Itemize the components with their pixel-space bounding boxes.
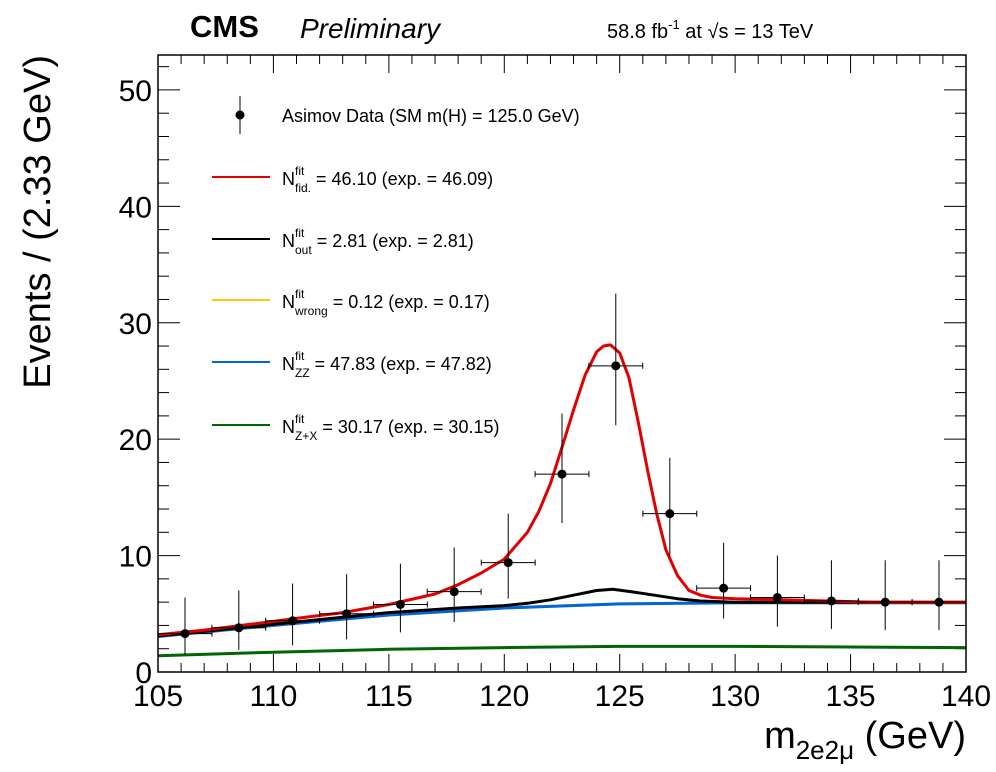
- data-point-marker: [934, 597, 944, 607]
- axis-ticks: [157, 55, 967, 673]
- y-tick-label: 10: [119, 541, 152, 574]
- legend-entry-zz: Nfit ZZ = 47.83 (exp. = 47.82): [212, 349, 492, 380]
- legend-label-sub: fid.: [295, 181, 311, 195]
- x-tick-label: 110: [250, 680, 298, 713]
- curve-fid: [157, 343, 966, 637]
- legend-label-value: = 30.17 (exp. = 30.15): [317, 417, 499, 437]
- x-tick-label: 120: [479, 680, 529, 713]
- legend-entry-fid: Nfit fid. = 46.10 (exp. = 46.09): [212, 164, 493, 195]
- data-point-marker: [503, 558, 513, 568]
- legend-label-n: N: [282, 292, 295, 312]
- data-point-marker: [611, 361, 621, 371]
- x-tick-label: 125: [595, 680, 645, 713]
- legend-label-n: N: [282, 169, 295, 189]
- data-point: [480, 513, 536, 599]
- data-point: [372, 563, 428, 633]
- plot-frame: [157, 54, 967, 673]
- legend-entry-wrong: Nfit wrong = 0.12 (exp. = 0.17): [212, 287, 490, 318]
- lumi-value: 58.8 fb: [607, 21, 668, 43]
- legend-label-zz: Nfit ZZ = 47.83 (exp. = 47.82): [282, 349, 492, 380]
- x-tick-label: 115: [365, 680, 413, 713]
- x-tick-label: 140: [941, 680, 991, 713]
- data-point-marker: [342, 609, 352, 619]
- legend-label-sub: Z+X: [295, 429, 317, 443]
- status-label: Preliminary: [300, 13, 442, 44]
- data-point: [911, 560, 967, 631]
- legend-label-zx: Nfit Z+X = 30.17 (exp. = 30.15): [282, 412, 499, 443]
- legend-label-wrong: Nfit wrong = 0.12 (exp. = 0.17): [282, 287, 490, 318]
- data-point: [857, 560, 913, 631]
- y-tick-label: 0: [135, 657, 152, 690]
- x-tick-label: 105: [133, 680, 183, 713]
- legend-label-value: = 46.10 (exp. = 46.09): [311, 169, 493, 189]
- data-point: [211, 590, 267, 650]
- data-point: [426, 547, 482, 622]
- data-point-marker: [557, 469, 567, 479]
- legend-marker-point: [235, 110, 245, 120]
- legend-label-value: = 2.81 (exp. = 2.81): [312, 231, 474, 251]
- legend-label-sub: ZZ: [295, 366, 310, 380]
- experiment-label: CMS: [190, 9, 259, 44]
- legend-label-value: = 0.12 (exp. = 0.17): [328, 292, 490, 312]
- x-axis-title-sub: 2e2μ: [796, 735, 854, 765]
- curve-zx: [157, 644, 967, 658]
- data-point-marker: [826, 596, 836, 606]
- legend-label-n: N: [282, 417, 295, 437]
- legend-entry-data: Asimov Data (SM m(H) = 125.0 GeV): [235, 96, 580, 134]
- data-point: [265, 583, 321, 646]
- legend-label-sup: fit: [295, 412, 305, 426]
- data-point: [534, 413, 590, 523]
- data-points: [157, 293, 967, 655]
- data-point-marker: [449, 587, 459, 597]
- legend-label-sub: wrong: [294, 304, 328, 318]
- data-point-marker: [772, 592, 782, 602]
- legend-label-fid: Nfit fid. = 46.10 (exp. = 46.09): [282, 164, 493, 195]
- x-tick-label: 130: [710, 680, 760, 713]
- legend-label-n: N: [282, 354, 295, 374]
- y-tick-label: 50: [119, 75, 152, 108]
- legend-label-data: Asimov Data (SM m(H) = 125.0 GeV): [282, 106, 580, 126]
- data-point: [696, 542, 752, 619]
- x-axis-title: m2e2μ (GeV): [764, 715, 966, 765]
- y-tick-label: 20: [119, 424, 152, 457]
- legend-label-sup: fit: [295, 287, 305, 301]
- x-axis-title-unit: (GeV): [854, 715, 966, 757]
- data-point: [749, 555, 805, 627]
- legend-entry-out: Nfit out = 2.81 (exp. = 2.81): [212, 226, 474, 257]
- lumi-label: 58.8 fb-1 at √s = 13 TeV: [607, 17, 814, 43]
- legend-label-sup: fit: [295, 349, 305, 363]
- tick-labels: 105 110 115 120 125 130 135 140 0 10 20 30 40 50: [119, 75, 991, 713]
- sqrt-s: √s: [708, 21, 729, 43]
- y-tick-label: 30: [119, 308, 152, 341]
- energy-value: = 13 TeV: [729, 21, 814, 43]
- x-tick-label: 135: [826, 680, 876, 713]
- data-point: [157, 597, 213, 655]
- legend-label-sup: fit: [295, 226, 305, 240]
- y-tick-label: 40: [119, 191, 152, 224]
- data-point: [588, 293, 644, 426]
- data-point-marker: [234, 623, 244, 633]
- lumi-exponent: -1: [668, 17, 680, 32]
- data-point: [642, 457, 698, 557]
- legend-label-sub: out: [295, 243, 312, 257]
- data-point-marker: [719, 583, 729, 593]
- data-point: [803, 560, 859, 629]
- legend-label-out: Nfit out = 2.81 (exp. = 2.81): [282, 226, 474, 257]
- data-point-marker: [665, 509, 675, 519]
- legend-label-sup: fit: [295, 164, 305, 178]
- curve-out: [157, 587, 966, 638]
- x-axis-title-main: m: [764, 715, 796, 757]
- data-point-marker: [880, 597, 890, 607]
- legend-entry-zx: Nfit Z+X = 30.17 (exp. = 30.15): [212, 412, 499, 443]
- legend-label-value: = 47.83 (exp. = 47.82): [310, 354, 492, 374]
- legend: Asimov Data (SM m(H) = 125.0 GeV) Nfit fi…: [212, 96, 580, 443]
- data-point: [319, 574, 375, 640]
- legend-label-n: N: [282, 231, 295, 251]
- data-point-marker: [180, 629, 190, 639]
- y-axis-title: Events / (2.33 GeV): [17, 55, 59, 389]
- data-point-marker: [395, 599, 405, 609]
- lumi-at: at: [680, 21, 708, 43]
- data-point-marker: [288, 616, 298, 626]
